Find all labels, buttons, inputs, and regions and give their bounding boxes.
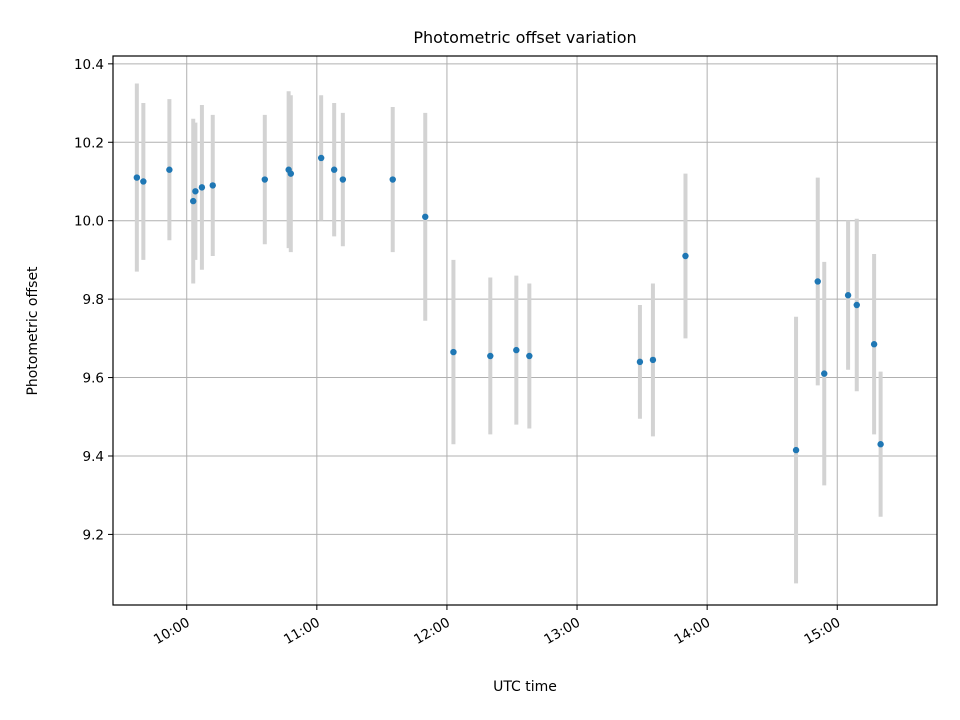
chart-title: Photometric offset variation xyxy=(413,28,636,47)
y-tick-label: 10.2 xyxy=(74,135,104,151)
data-point xyxy=(487,352,494,360)
data-point xyxy=(389,176,396,183)
data-point xyxy=(870,341,878,348)
data-point xyxy=(166,166,173,173)
data-point xyxy=(636,358,644,366)
y-tick-label: 9.2 xyxy=(83,527,104,543)
data-point xyxy=(792,446,800,454)
data-point xyxy=(261,176,268,183)
data-point xyxy=(821,370,828,377)
data-point xyxy=(844,292,852,299)
data-point xyxy=(682,252,689,260)
plot-frame xyxy=(112,55,938,606)
x-tick-label: 10:00 xyxy=(151,615,193,648)
data-point xyxy=(198,184,206,191)
y-tick-label: 10.0 xyxy=(74,214,104,230)
y-tick-label: 9.8 xyxy=(83,292,104,308)
x-tick-label: 15:00 xyxy=(802,615,844,648)
data-point xyxy=(133,174,141,181)
y-tick-label: 9.4 xyxy=(83,449,104,465)
x-tick-label: 11:00 xyxy=(281,615,323,648)
data-point xyxy=(317,154,325,162)
y-tick-label: 10.4 xyxy=(74,57,104,73)
data-point xyxy=(814,278,821,285)
x-tick-label: 13:00 xyxy=(541,615,583,648)
data-points xyxy=(133,154,884,454)
x-tick-label: 12:00 xyxy=(411,615,453,648)
data-point xyxy=(450,348,457,356)
data-point xyxy=(330,166,338,173)
data-point xyxy=(190,197,197,205)
data-point xyxy=(877,441,884,448)
data-point xyxy=(649,356,657,364)
data-point xyxy=(853,301,860,309)
grid-lines xyxy=(113,56,937,605)
data-point xyxy=(209,182,216,189)
data-point xyxy=(526,352,533,360)
data-point xyxy=(140,178,147,185)
y-axis-label: Photometric offset xyxy=(25,266,41,396)
data-point xyxy=(422,213,429,220)
y-tick-label: 9.6 xyxy=(83,371,104,387)
data-point xyxy=(287,170,295,177)
x-axis-label: UTC time xyxy=(493,679,557,695)
data-point xyxy=(192,188,199,195)
axis-ticks: 10:00 11:00 12:00 13:00 14:00 15:00 9.2 9.4 9.6 9… xyxy=(74,57,843,648)
data-point xyxy=(513,346,520,354)
x-tick-label: 14:00 xyxy=(671,615,713,648)
data-point xyxy=(339,176,347,183)
error-bars xyxy=(134,83,883,584)
